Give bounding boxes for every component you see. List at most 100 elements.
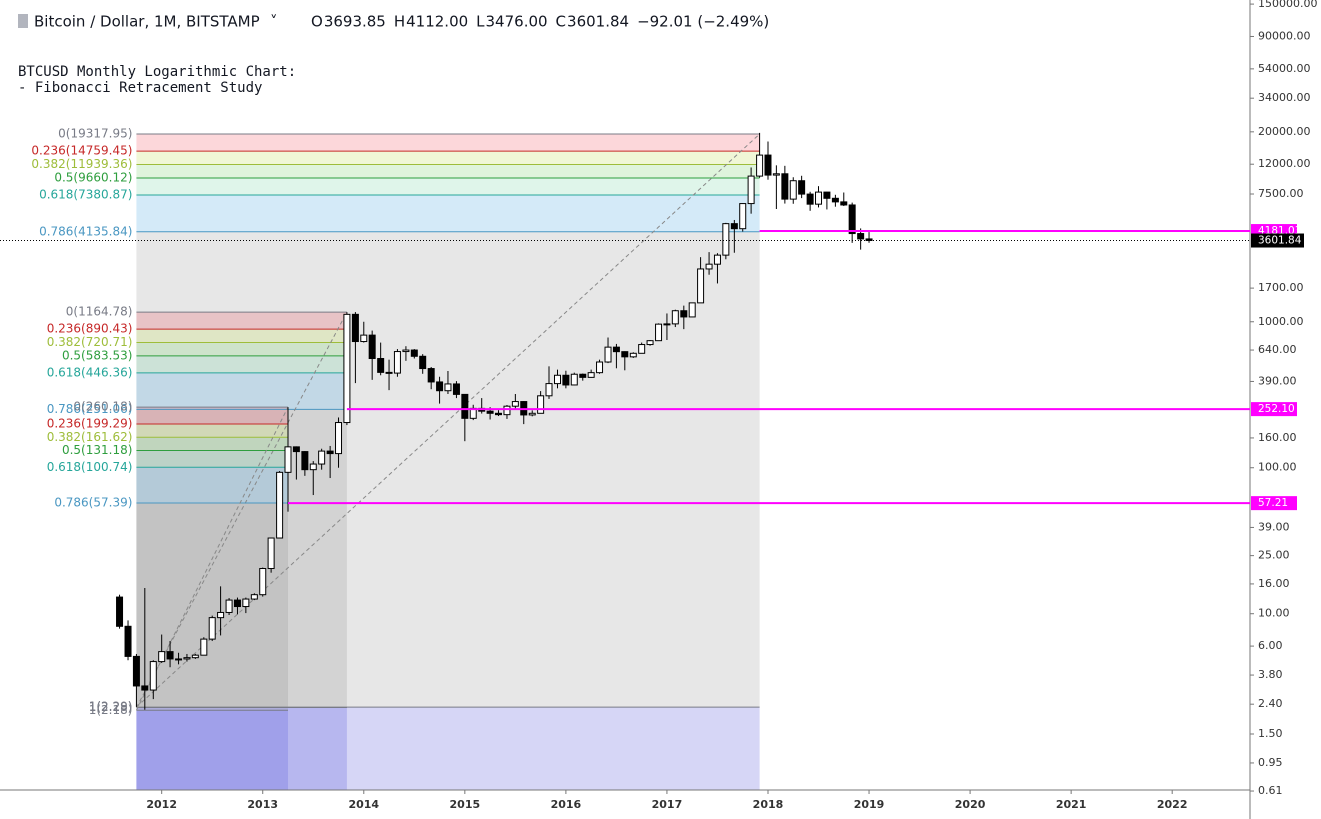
candle-body — [596, 361, 604, 374]
candle-body — [764, 154, 772, 176]
candle-body — [393, 351, 401, 374]
candle-body — [250, 594, 258, 600]
ohlc-key: L — [476, 13, 485, 31]
y-tick-label: 640.00 — [1258, 343, 1297, 356]
fib-zone — [136, 355, 347, 373]
ohlc-value: 3693.85 — [324, 13, 386, 31]
candle-body — [124, 625, 132, 657]
candle-body — [410, 349, 418, 357]
candle-body — [604, 346, 612, 363]
candle-body — [368, 334, 376, 360]
candle-body — [242, 598, 250, 608]
symbol-icon — [18, 14, 28, 28]
fib-zone — [136, 151, 760, 165]
candle-body — [570, 373, 578, 386]
symbol-title[interactable]: Bitcoin / Dollar, 1M, BITSTAMP — [34, 13, 260, 31]
candle-body — [309, 463, 317, 471]
x-tick-label: 2017 — [652, 798, 683, 811]
candle-body — [840, 201, 848, 206]
candle-body — [385, 371, 393, 374]
candle-body — [326, 450, 334, 455]
candle-body — [402, 349, 410, 353]
last-price-tag — [1251, 233, 1304, 248]
y-tick-label: 390.00 — [1258, 374, 1297, 387]
candle-body — [318, 450, 326, 465]
annotation: BTCUSD Monthly Logarithmic Chart: — [18, 64, 296, 80]
x-tick-label: 2013 — [247, 798, 278, 811]
x-tick-label: 2015 — [450, 798, 481, 811]
y-tick-label: 90000.00 — [1258, 29, 1311, 42]
fib-zone — [136, 467, 288, 503]
candle-body — [175, 658, 183, 661]
candle-body — [292, 446, 300, 453]
candle-body — [217, 611, 225, 619]
fib-level-label: 0(260.18) — [73, 400, 132, 414]
candle-body — [208, 617, 216, 640]
candle-body — [158, 651, 166, 663]
candle-body — [789, 180, 797, 200]
y-tick-label: 1000.00 — [1258, 315, 1304, 328]
fib-zone — [136, 195, 760, 232]
candle-body — [553, 374, 561, 385]
candle-body — [335, 422, 343, 455]
y-tick-label: 3.80 — [1258, 668, 1283, 681]
candle-body — [772, 173, 780, 176]
x-tick-label: 2012 — [146, 798, 177, 811]
ohlc-key: C — [556, 13, 566, 31]
fib-level-label: 0.236(14759.45) — [31, 144, 132, 158]
candle-body — [587, 372, 595, 378]
candle-body — [149, 661, 157, 691]
fib-zone — [136, 450, 288, 468]
y-tick-label: 2.40 — [1258, 697, 1283, 710]
candle-body — [663, 323, 671, 326]
candle-body — [579, 373, 587, 378]
x-tick-label: 2014 — [348, 798, 379, 811]
fib-trend-line — [136, 133, 760, 708]
candle-body — [276, 471, 284, 539]
fib-extension-zone — [136, 710, 288, 790]
fib-level-label: 0.786(4135.84) — [39, 224, 132, 238]
fib-level-label: 0.382(161.62) — [47, 430, 133, 444]
candle-body — [739, 203, 747, 230]
candle-body — [756, 154, 764, 177]
fib-level-label: 0.236(199.29) — [47, 417, 133, 431]
candle-body — [671, 310, 679, 325]
y-tick-label: 12000.00 — [1258, 157, 1311, 170]
candle-body — [461, 393, 469, 419]
fib-level-label: 0.5(9660.12) — [54, 170, 132, 184]
candle-body — [183, 657, 191, 660]
y-tick-label: 160.00 — [1258, 431, 1297, 444]
x-tick-label: 2020 — [955, 798, 986, 811]
fib-level-label: 0.618(7380.87) — [39, 188, 132, 202]
y-tick-label: 0.95 — [1258, 756, 1283, 769]
y-tick-label: 1700.00 — [1258, 281, 1304, 294]
candle-body — [562, 374, 570, 386]
ohlc-value: 3601.84 — [567, 13, 629, 31]
candle-body — [781, 173, 789, 200]
fib-zone — [136, 342, 347, 356]
ohlc-value: 4112.00 — [406, 13, 468, 31]
y-tick-label: 6.00 — [1258, 639, 1283, 652]
fib-extension-zone — [136, 707, 760, 790]
candle-body — [638, 344, 646, 354]
y-tick-label: 1.50 — [1258, 727, 1283, 740]
fib-level-label: 0.5(131.18) — [62, 443, 132, 457]
fib-level-label: 0(19317.95) — [58, 127, 132, 141]
fib-level-label: 1(2.29) — [89, 700, 133, 714]
fib-zone — [136, 502, 288, 711]
candle-body — [865, 238, 873, 242]
dropdown-caret[interactable]: ˅ — [270, 13, 278, 31]
candle-body — [259, 568, 267, 596]
candle-body — [798, 180, 806, 195]
candle-body — [360, 334, 368, 343]
candle-body — [730, 223, 738, 230]
candle-body — [806, 193, 814, 205]
y-tick-label: 16.00 — [1258, 577, 1290, 590]
candle-body — [427, 368, 435, 383]
candle-body — [377, 358, 385, 373]
candle-body — [646, 340, 654, 346]
fib-level-label: 0.618(446.36) — [47, 365, 133, 379]
candle-body — [722, 223, 730, 256]
x-tick-label: 2018 — [753, 798, 784, 811]
